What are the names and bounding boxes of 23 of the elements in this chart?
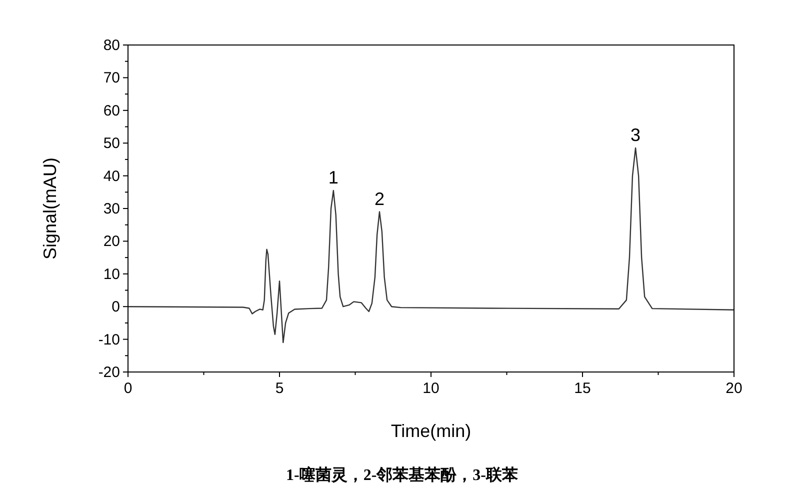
y-tick-label: 30 xyxy=(103,200,120,218)
x-tick-label: 20 xyxy=(726,380,742,397)
y-tick-label: -10 xyxy=(98,331,120,348)
y-tick-label: 60 xyxy=(103,102,120,120)
y-axis-title: Signal(mAU) xyxy=(40,157,60,260)
annotation: 3 xyxy=(630,125,641,146)
y-tick-label: 50 xyxy=(103,135,120,152)
y-tick-label: 70 xyxy=(103,70,120,87)
y-tick-label: 40 xyxy=(103,168,120,185)
x-tick-label: 15 xyxy=(574,380,591,397)
y-tick-label: 10 xyxy=(103,266,120,283)
y-tick-label: -20 xyxy=(98,364,120,381)
y-tick-label: 20 xyxy=(103,233,120,250)
y-tick-label: 0 xyxy=(112,298,120,316)
x-tick-label: 0 xyxy=(124,380,132,397)
y-tick-label: 80 xyxy=(103,37,120,54)
x-axis-title: Time(min) xyxy=(390,421,472,441)
x-tick-label: 5 xyxy=(275,380,284,397)
x-tick-label: 10 xyxy=(422,380,440,397)
text: 1-噻菌灵，2-邻苯基苯酚，3-联苯 xyxy=(286,466,519,484)
annotation: 1 xyxy=(328,168,338,188)
line-series xyxy=(127,147,735,344)
annotation: 2 xyxy=(374,188,384,209)
